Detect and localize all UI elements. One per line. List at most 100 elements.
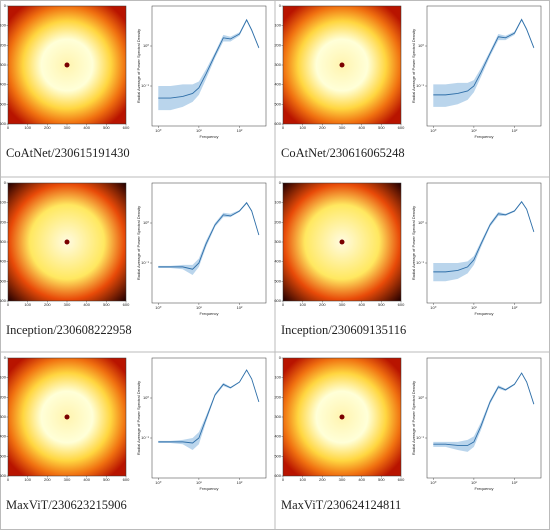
caption: MaxViT/230624124811 xyxy=(281,498,401,512)
heatmap-x-tick-label: 100 xyxy=(24,302,31,307)
heatmap-x-tick-label: 0 xyxy=(7,125,10,130)
center-spot xyxy=(64,62,70,68)
x-tick-label: 10² xyxy=(512,305,518,310)
heatmap-y-tick-label: 200 xyxy=(0,219,7,224)
heatmap-y-tick-label: 500 xyxy=(274,101,281,106)
caption: Inception/230609135116 xyxy=(281,323,406,337)
heatmap-y-tick-label: 300 xyxy=(274,414,281,419)
heatmap-y-tick-label: 0 xyxy=(279,3,282,8)
heatmap-y-tick-label: 200 xyxy=(274,394,281,399)
heatmap-y-tick-label: 400 xyxy=(274,82,281,87)
heatmap-y-tick-label: 400 xyxy=(0,259,7,264)
heatmap-y-tick-label: 400 xyxy=(274,259,281,264)
y-axis-label: Radial Average of Power Spectral Density xyxy=(136,381,141,455)
y-tick-label: 10⁻¹ xyxy=(416,435,425,440)
heatmap-y-tick-label: 100 xyxy=(274,23,281,28)
plot-frame xyxy=(151,182,267,304)
heatmap-x-tick-label: 500 xyxy=(103,125,110,130)
x-axis-label: Frequency xyxy=(475,311,494,316)
center-spot xyxy=(64,414,70,420)
caption: MaxViT/230623215906 xyxy=(6,498,127,512)
y-tick-label: 10⁰ xyxy=(143,43,149,48)
mean-line xyxy=(433,200,535,273)
y-tick-label: 10⁰ xyxy=(418,395,424,400)
heatmap-y-tick-label: 100 xyxy=(0,23,7,28)
band xyxy=(158,369,259,451)
y-axis-label: Radial Average of Power Spectral Density xyxy=(411,381,416,455)
x-axis-label: Frequency xyxy=(475,486,494,491)
heatmap-x-tick-label: 300 xyxy=(64,477,71,482)
heatmap-y-tick-label: 500 xyxy=(274,453,281,458)
panel: 0 0 100 100 200 200 300 300 400 400 500 500 600 600 10… xyxy=(0,180,267,337)
x-tick-label: 10⁰ xyxy=(430,305,436,310)
heatmap-y-tick-label: 0 xyxy=(4,355,7,360)
heatmap-y-tick-label: 600 xyxy=(0,121,7,126)
heatmap-y-tick-label: 300 xyxy=(274,239,281,244)
heatmap-x-tick-label: 200 xyxy=(319,125,326,130)
x-tick-label: 10¹ xyxy=(196,128,202,133)
heatmap-y-tick-label: 0 xyxy=(4,3,7,8)
heatmap-x-tick-label: 500 xyxy=(103,302,110,307)
heatmap-x-tick-label: 100 xyxy=(24,125,31,130)
x-tick-label: 10⁰ xyxy=(155,480,161,485)
heatmap-x-tick-label: 300 xyxy=(64,125,71,130)
band xyxy=(433,372,534,452)
heatmap-y-tick-label: 600 xyxy=(274,121,281,126)
heatmap-x-tick-label: 600 xyxy=(398,477,405,482)
heatmap-x-tick-label: 0 xyxy=(282,477,285,482)
y-tick-label: 10⁻¹ xyxy=(416,260,425,265)
heatmap-y-tick-label: 300 xyxy=(0,239,7,244)
caption: CoAtNet/230616065248 xyxy=(281,146,405,160)
panel: 0 0 100 100 200 200 300 300 400 400 500 500 600 600 10… xyxy=(0,355,267,512)
heatmap-x-tick-label: 400 xyxy=(358,477,365,482)
heatmap-x-tick-label: 200 xyxy=(319,477,326,482)
heatmap-y-tick-label: 600 xyxy=(274,473,281,478)
y-tick-label: 10⁻¹ xyxy=(141,260,150,265)
y-axis-label: Radial Average of Power Spectral Density xyxy=(136,29,141,103)
heatmap-y-tick-label: 100 xyxy=(0,375,7,380)
x-tick-label: 10⁰ xyxy=(155,305,161,310)
mean-line xyxy=(158,18,260,99)
heatmap-y-tick-label: 300 xyxy=(0,414,7,419)
heatmap-y-tick-label: 100 xyxy=(274,200,281,205)
heatmap-y-tick-label: 400 xyxy=(0,82,7,87)
heatmap-x-tick-label: 200 xyxy=(44,302,51,307)
x-tick-label: 10¹ xyxy=(471,480,477,485)
heatmap-y-tick-label: 400 xyxy=(274,434,281,439)
heatmap-x-tick-label: 300 xyxy=(64,302,71,307)
heatmap-x-tick-label: 400 xyxy=(83,125,90,130)
x-tick-label: 10⁰ xyxy=(430,128,436,133)
heatmap-x-tick-label: 500 xyxy=(378,125,385,130)
y-tick-label: 10⁻¹ xyxy=(141,83,150,88)
x-tick-label: 10² xyxy=(512,480,518,485)
center-spot xyxy=(339,62,345,68)
heatmap-x-tick-label: 400 xyxy=(358,302,365,307)
heatmap-y-tick-label: 600 xyxy=(274,298,281,303)
heatmap-x-tick-label: 600 xyxy=(398,125,405,130)
band xyxy=(433,18,534,107)
mean-line xyxy=(158,369,260,444)
heatmap-x-tick-label: 200 xyxy=(44,477,51,482)
heatmap-y-tick-label: 400 xyxy=(0,434,7,439)
x-axis-label: Frequency xyxy=(200,486,219,491)
center-spot xyxy=(64,239,70,245)
heatmap-y-tick-label: 200 xyxy=(0,42,7,47)
heatmap-x-tick-label: 500 xyxy=(378,477,385,482)
x-tick-label: 10¹ xyxy=(196,305,202,310)
panel: 0 0 100 100 200 200 300 300 400 400 500 500 600 600 10… xyxy=(0,3,267,160)
heatmap-x-tick-label: 500 xyxy=(103,477,110,482)
heatmap-x-tick-label: 0 xyxy=(282,302,285,307)
heatmap-x-tick-label: 300 xyxy=(339,125,346,130)
x-tick-label: 10² xyxy=(237,305,243,310)
panel: 0 0 100 100 200 200 300 300 400 400 500 500 600 600 10… xyxy=(274,180,542,337)
heatmap-y-tick-label: 100 xyxy=(274,375,281,380)
heatmap-x-tick-label: 0 xyxy=(7,477,10,482)
plot-frame xyxy=(426,5,542,127)
heatmap-y-tick-label: 200 xyxy=(0,394,7,399)
heatmap-x-tick-label: 100 xyxy=(299,125,306,130)
y-tick-label: 10⁰ xyxy=(418,43,424,48)
heatmap-y-tick-label: 300 xyxy=(274,62,281,67)
heatmap-y-tick-label: 0 xyxy=(279,180,282,185)
heatmap-x-tick-label: 500 xyxy=(378,302,385,307)
